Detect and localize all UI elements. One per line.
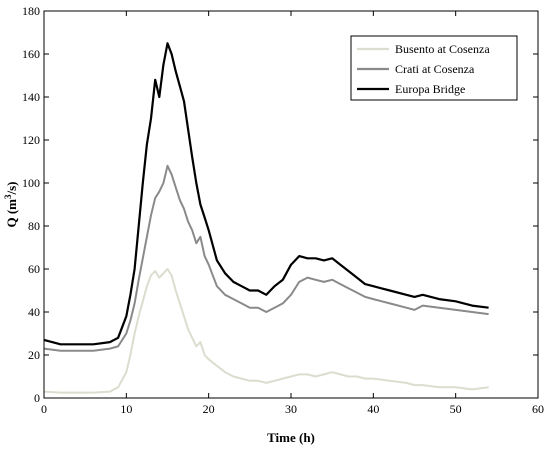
x-tick-label: 60 xyxy=(532,402,544,416)
x-tick-label: 20 xyxy=(203,402,215,416)
y-tick-label: 100 xyxy=(22,176,40,190)
legend-label-2: Europa Bridge xyxy=(395,82,465,96)
x-tick-label: 0 xyxy=(41,402,47,416)
ticks-layer: 0 10 20 30 40 50 60 0 20 40 60 80 100 120 140 160 180 xyxy=(22,4,544,416)
series-line-2 xyxy=(43,42,489,346)
x-tick-label: 50 xyxy=(450,402,462,416)
plot-frame xyxy=(43,10,539,399)
y-tick-label: 160 xyxy=(22,47,40,61)
legend-label-0: Busento at Cosenza xyxy=(395,42,490,56)
series-line-1 xyxy=(43,164,489,352)
y-axis-title-sup: 3 xyxy=(3,194,13,199)
x-tick-label: 40 xyxy=(367,402,379,416)
legend: Busento at Cosenza Crati at Cosenza Europa… xyxy=(350,35,518,101)
y-tick-label: 20 xyxy=(28,348,40,362)
y-tick-label: 60 xyxy=(28,262,40,276)
y-tick-label: 80 xyxy=(28,219,40,233)
series-line-0 xyxy=(43,268,489,394)
y-axis-title-prefix: Q (m xyxy=(4,199,19,228)
y-tick-label: 0 xyxy=(34,391,40,405)
x-tick-label: 10 xyxy=(120,402,132,416)
legend-label-1: Crati at Cosenza xyxy=(395,62,475,76)
x-tick-label: 30 xyxy=(285,402,297,416)
x-axis-title: Time (h) xyxy=(267,430,315,445)
y-tick-label: 140 xyxy=(22,90,40,104)
y-axis-title-suffix: /s) xyxy=(4,181,19,195)
y-tick-label: 40 xyxy=(28,305,40,319)
series-layer xyxy=(43,42,489,394)
y-tick-label: 120 xyxy=(22,133,40,147)
y-axis-title: Q (m3/s) xyxy=(3,181,19,227)
y-tick-label: 180 xyxy=(22,4,40,18)
